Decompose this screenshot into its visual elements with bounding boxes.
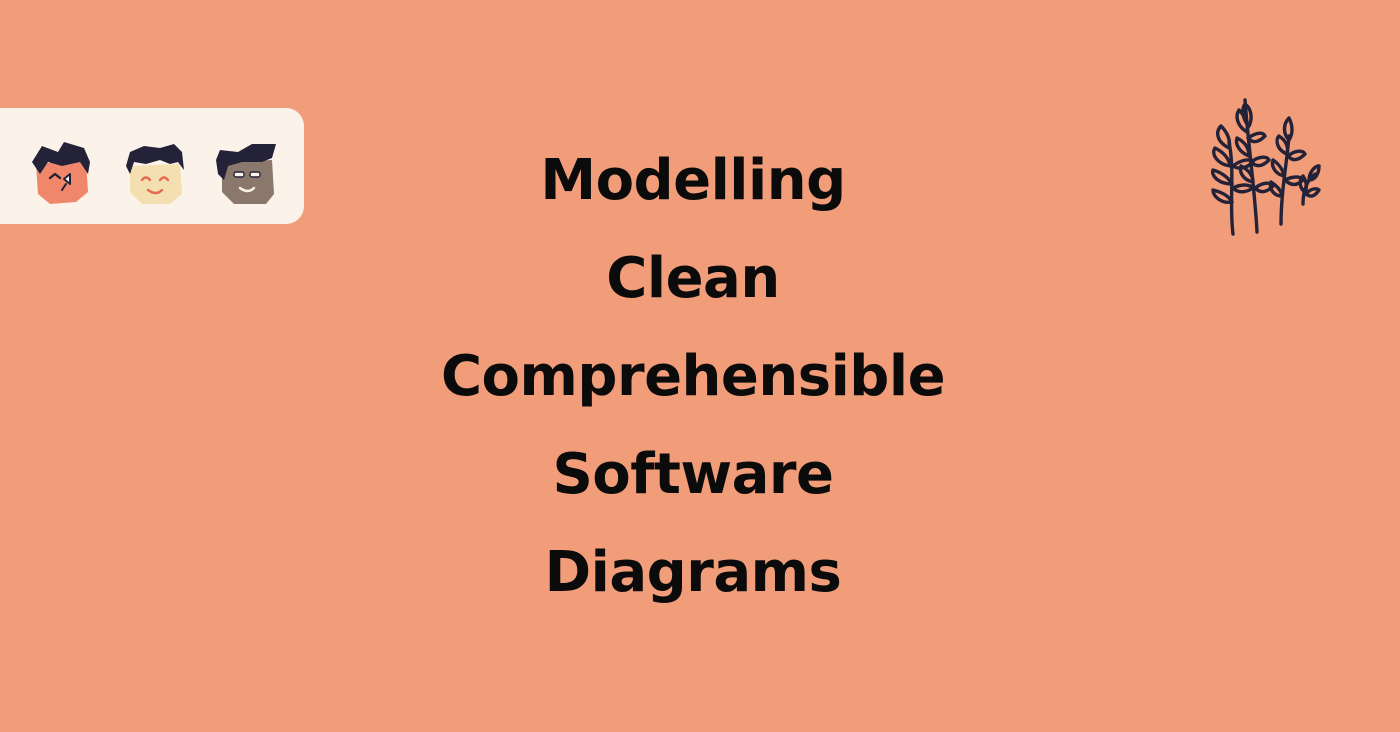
title-line-3: Comprehensible [440, 344, 946, 409]
title-line-5: Diagrams [544, 540, 842, 605]
grey-face-avatar-icon [212, 140, 284, 212]
title-line-2: Clean [606, 246, 780, 311]
avatars-panel [0, 108, 304, 224]
coral-face-avatar-icon [26, 140, 98, 212]
title-line-1: Modelling [540, 148, 846, 213]
title-block: Modelling Clean Comprehensible Software … [340, 132, 1046, 622]
plant-branches-icon [1205, 92, 1323, 242]
light-face-avatar-icon [120, 140, 192, 212]
title-line-4: Software [552, 442, 834, 507]
